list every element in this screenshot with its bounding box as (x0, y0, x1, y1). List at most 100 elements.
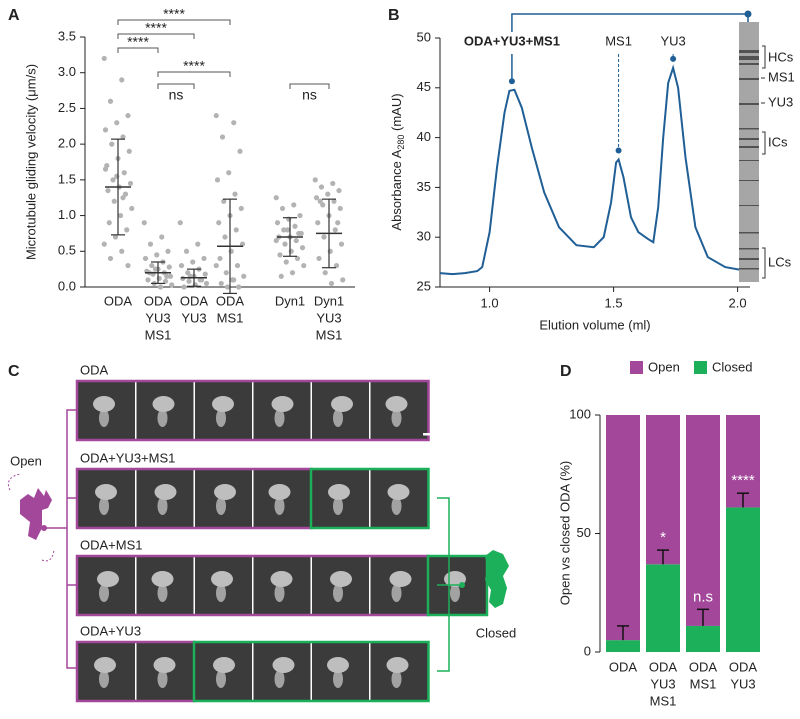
open-node (41, 525, 47, 531)
data-point (157, 284, 164, 290)
particle (385, 396, 408, 412)
data-point (238, 205, 244, 212)
row-label: ODA+MS1 (80, 537, 143, 552)
data-point (213, 262, 219, 269)
data-point (236, 284, 242, 290)
data-point (331, 198, 337, 204)
data-point (299, 245, 306, 251)
x-tick-label: ODA (729, 659, 758, 674)
data-point (105, 187, 111, 194)
data-point (234, 262, 241, 269)
x-tick-label: MS1 (217, 310, 244, 325)
data-point (277, 252, 283, 258)
data-point (154, 252, 160, 258)
comparison-bracket (117, 47, 159, 53)
particle (270, 571, 293, 587)
data-point (110, 177, 116, 183)
gel-band (739, 63, 759, 65)
data-point (167, 273, 174, 279)
data-point (315, 220, 321, 226)
particle (386, 657, 409, 673)
x-tick-label: ODA (104, 293, 133, 308)
data-point (224, 284, 231, 290)
data-point (321, 234, 327, 240)
particle (213, 657, 235, 673)
x-tick-label: ODA (216, 293, 245, 308)
y-tick-label: 2.5 (58, 100, 76, 115)
data-point (328, 280, 335, 287)
gel-band (739, 248, 759, 250)
y-axis-label: Absorbance A280 (mAU) (389, 93, 406, 230)
data-point (216, 220, 222, 226)
data-point (332, 227, 338, 233)
data-point (169, 282, 175, 288)
data-point (241, 273, 247, 279)
row-label: ODA+YU3 (80, 623, 141, 638)
particle (333, 497, 343, 515)
open-label: Open (10, 453, 42, 468)
data-point (114, 120, 120, 126)
significance-label: ns (302, 87, 317, 103)
data-point (273, 237, 279, 244)
gel-band (739, 268, 759, 270)
gel-label: LCs (768, 254, 792, 269)
y-axis-label: Open vs closed ODA (%) (557, 461, 572, 606)
row-label: ODA (80, 362, 109, 377)
peak-dot (670, 55, 677, 62)
x-tick-label: ODA (609, 659, 638, 674)
data-point (127, 180, 134, 187)
data-point (125, 262, 131, 269)
data-point (289, 270, 296, 276)
class-frame (426, 554, 489, 617)
closed-tree (437, 497, 462, 672)
data-point (273, 195, 279, 201)
gel-label: YU3 (768, 94, 793, 109)
data-point (223, 270, 229, 276)
bar-segment (646, 415, 680, 565)
data-point (239, 241, 246, 247)
data-point (195, 241, 201, 247)
absorbance-line (439, 64, 748, 276)
particle (214, 484, 236, 500)
gel-bracket (762, 45, 766, 69)
comparison-bracket (157, 71, 231, 77)
data-point (101, 241, 107, 247)
data-point (333, 262, 340, 269)
data-point (222, 234, 228, 240)
data-point (159, 234, 165, 240)
data-point (336, 187, 342, 194)
y-tick-label: 0 (584, 643, 591, 658)
particle (333, 670, 343, 688)
scale-bar (423, 433, 433, 436)
significance-label: **** (145, 20, 167, 36)
particle (95, 484, 117, 500)
bar-segment (686, 415, 720, 626)
particle (274, 670, 285, 688)
particle (274, 409, 285, 427)
data-point (162, 278, 169, 284)
bar-segment (686, 625, 720, 652)
data-point (237, 148, 243, 154)
y-tick-label: 45 (417, 79, 431, 94)
significance-label: **** (163, 6, 185, 22)
data-point (278, 273, 284, 279)
bar-segment (606, 640, 640, 652)
data-point (217, 255, 223, 262)
open-icon (20, 488, 52, 540)
legend-label: Closed (712, 359, 752, 374)
data-point (297, 212, 303, 219)
bar-segment (726, 415, 760, 508)
data-point (317, 198, 323, 204)
data-point (221, 198, 227, 204)
data-point (178, 262, 185, 269)
x-tick-label: MS1 (690, 676, 717, 691)
data-point (293, 237, 299, 244)
data-point (101, 55, 107, 62)
y-tick-label: 25 (417, 278, 431, 293)
particle (450, 584, 460, 602)
particle (331, 396, 353, 412)
data-point (106, 220, 112, 226)
x-axis-label: Elution volume (ml) (539, 317, 650, 332)
row-label: ODA+YU3+MS1 (80, 450, 175, 465)
data-point (147, 241, 154, 247)
